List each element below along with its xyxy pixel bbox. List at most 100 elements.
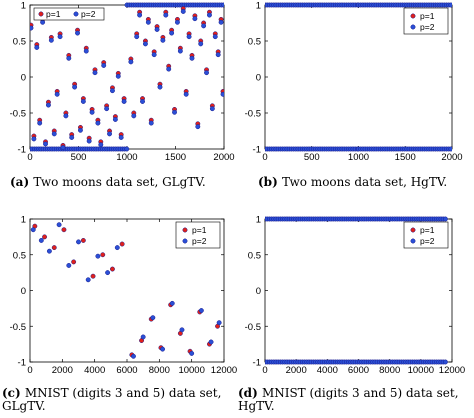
data-point-p2 — [95, 253, 101, 259]
data-points — [265, 216, 448, 365]
caption-text-line2: GLgTV. — [2, 399, 46, 413]
data-point-p2 — [66, 263, 72, 268]
data-point-p2 — [85, 277, 91, 283]
x-tick-label: 0 — [262, 152, 267, 163]
data-point-p2 — [186, 34, 192, 40]
legend-box — [175, 221, 221, 249]
x-tick-label: 1500 — [395, 152, 416, 163]
data-point-p2 — [207, 12, 212, 18]
y-tick-label: 1 — [256, 1, 261, 12]
data-point-p2 — [220, 91, 224, 97]
caption-label: (d) — [238, 386, 262, 400]
data-point-p2 — [216, 320, 222, 326]
x-tick-label: 2000 — [52, 365, 73, 376]
data-point-p2 — [34, 45, 40, 50]
legend-marker-p1 — [38, 11, 44, 17]
data-point-p2 — [104, 106, 110, 112]
data-point-p2 — [163, 12, 169, 18]
caption-text-line2: HgTV. — [238, 399, 275, 413]
data-point-p2 — [54, 91, 60, 97]
caption-text: MNIST (digits 3 and 5) data set, — [262, 386, 459, 400]
legend-marker-p2 — [73, 11, 79, 17]
band-point — [124, 146, 130, 152]
y-tick-label: -0.5 — [10, 109, 26, 120]
data-point-p2 — [121, 99, 127, 104]
data-point-p2 — [112, 117, 118, 122]
x-tick-label: 2000 — [441, 152, 462, 163]
data-point-p2 — [110, 88, 115, 94]
legend: p=1p=2 — [403, 221, 449, 249]
caption-text: MNIST (digits 3 and 5) data set, — [25, 386, 222, 400]
data-point-p2 — [31, 136, 37, 142]
data-point-p2 — [131, 353, 136, 359]
data-point-p2 — [101, 63, 107, 68]
data-point-p2 — [183, 91, 189, 97]
x-tick-label: 500 — [304, 152, 320, 163]
data-point-p2 — [89, 109, 95, 115]
x-tick-label: 2000 — [286, 365, 307, 376]
caption: (c) MNIST (digits 3 and 5) data set, GLgT… — [2, 386, 221, 413]
data-point-p2 — [154, 27, 160, 32]
panel-mnist-glgtv: 0 2000 4000 6000 8000 10000 12000 -1 -0.5 0 0.5 1 p=… — [2, 215, 237, 414]
data-point-p1 — [119, 241, 125, 247]
data-points — [265, 2, 452, 152]
data-point-p2 — [195, 124, 201, 130]
data-point-p2 — [105, 270, 111, 276]
data-point-p2 — [115, 73, 121, 79]
caption: (b) Two moons data set, HgTV. — [258, 175, 447, 189]
plot-frame — [29, 4, 225, 150]
data-point-p2 — [134, 34, 140, 40]
legend-box — [33, 7, 105, 21]
data-point-p2 — [56, 222, 62, 228]
x-tick-label: 1500 — [165, 152, 186, 163]
legend-marker-p2 — [410, 24, 416, 30]
panel-mnist-hgtv: 0 2000 4000 6000 8000 10000 12000 -1 -0.5 0 0.5 1 p=… — [238, 215, 465, 414]
data-points — [30, 222, 222, 359]
y-tick-label: -1 — [18, 358, 26, 369]
y-tick-label: -1 — [18, 145, 26, 156]
data-point-p2 — [215, 52, 221, 58]
data-point-p2 — [212, 34, 218, 40]
data-point-p2 — [145, 19, 151, 25]
data-point-p1 — [80, 238, 86, 243]
x-tick-label: 8000 — [149, 365, 170, 376]
x-tick-label: 12000 — [439, 365, 465, 376]
legend-label-p1: p=1 — [192, 225, 207, 235]
x-tick-label: 1000 — [116, 152, 137, 163]
data-point-p2 — [160, 346, 166, 352]
caption-text: Two moons data set, HgTV. — [282, 175, 447, 189]
legend-label-p1: p=1 — [420, 11, 435, 21]
data-point-p1 — [42, 234, 47, 240]
data-point-p2 — [86, 138, 92, 144]
data-point-p2 — [189, 350, 195, 356]
data-point-p1 — [100, 252, 106, 258]
data-point-p2 — [177, 48, 183, 54]
band-point — [221, 2, 224, 8]
x-tick-label: 0 — [27, 152, 32, 163]
data-point-p2 — [174, 19, 180, 25]
data-point-p2 — [180, 9, 186, 14]
panel-two-moons-hgtv: 0 500 1000 1500 2000 -1 -0.5 0 0.5 1 p=1p=2 (b) Two… — [245, 1, 463, 190]
data-point-p2 — [118, 135, 124, 140]
legend-marker-p1 — [182, 227, 188, 233]
data-point-p2 — [140, 334, 146, 340]
y-tick-label: 1 — [21, 1, 26, 12]
data-point-p2 — [48, 37, 54, 43]
caption-text: Two moons data set, GLgTV. — [33, 175, 205, 189]
data-point-p2 — [45, 102, 51, 108]
x-tick-label: 8000 — [379, 365, 400, 376]
data-point-p2 — [63, 113, 69, 119]
data-point-p2 — [76, 239, 81, 245]
data-point-p2 — [218, 19, 224, 25]
data-point-p2 — [43, 141, 48, 147]
x-tick-label: 10000 — [178, 365, 204, 376]
x-tick-label: 4000 — [84, 365, 105, 376]
data-point-p2 — [37, 120, 43, 126]
data-point-p2 — [157, 84, 163, 90]
x-tick-label: 6000 — [348, 365, 369, 376]
data-point-p2 — [98, 142, 104, 148]
data-point-p2 — [131, 113, 137, 119]
y-tick-label: -1 — [253, 145, 261, 156]
band-point — [448, 146, 452, 152]
legend: p=1p=2 — [403, 7, 449, 35]
